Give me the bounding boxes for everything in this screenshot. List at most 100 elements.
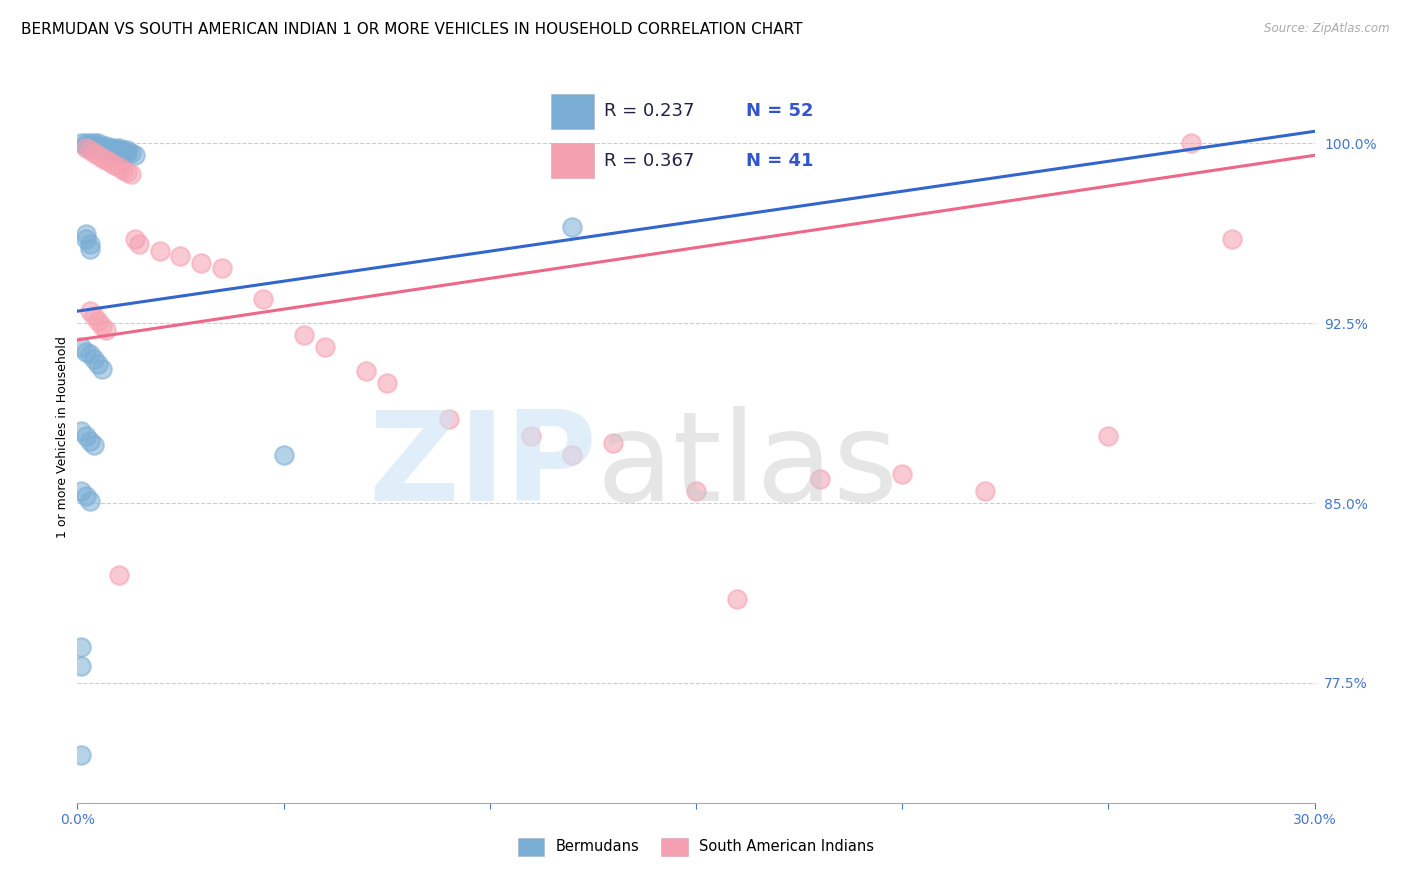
Point [87,314,110,328]
Point [115,144,138,158]
Point [128,237,150,252]
Point [91,138,114,153]
Point [91,141,114,155]
Point [124,232,146,246]
Point [70,340,93,354]
Point [107,141,129,155]
Point [87,138,110,153]
Point [75,345,97,359]
Point [75,138,97,153]
FancyBboxPatch shape [551,94,595,128]
Point [75,232,97,246]
Point [75,489,97,503]
Point [87,357,110,371]
Point [96,138,118,153]
Point [685,483,707,498]
Text: BERMUDAN VS SOUTH AMERICAN INDIAN 1 OR MORE VEHICLES IN HOUSEHOLD CORRELATION CH: BERMUDAN VS SOUTH AMERICAN INDIAN 1 OR M… [21,22,803,37]
Point [190,256,212,270]
Text: N = 52: N = 52 [747,103,814,120]
Point [79,242,101,256]
Point [79,136,101,151]
Point [79,237,101,252]
Point [107,145,129,160]
Point [314,340,336,354]
Point [120,168,142,182]
Point [70,747,93,762]
Point [79,144,101,158]
Point [70,659,93,673]
Point [354,364,377,378]
Point [79,434,101,448]
Point [437,412,460,426]
Point [107,144,129,158]
Point [273,448,295,462]
Point [561,448,583,462]
Point [808,472,831,486]
Point [211,260,233,275]
Point [79,138,101,153]
Text: ZIP: ZIP [368,406,598,527]
Point [75,227,97,242]
Point [79,304,101,318]
Point [98,155,121,169]
Point [87,148,110,162]
Point [91,151,114,165]
Point [602,436,624,450]
Point [83,138,105,153]
Point [96,144,118,158]
Text: N = 41: N = 41 [747,152,814,169]
Point [75,141,97,155]
Point [292,328,315,343]
Point [83,145,105,160]
Point [107,161,129,175]
Point [111,162,134,177]
Point [83,438,105,452]
Text: R = 0.367: R = 0.367 [605,152,695,169]
Point [115,145,138,160]
Point [91,318,114,333]
Point [111,144,134,158]
Point [96,141,118,155]
Point [96,153,118,167]
Point [124,148,146,162]
Point [70,424,93,438]
Point [70,136,93,151]
Point [375,376,398,391]
Point [120,145,142,160]
Point [561,220,583,235]
Point [70,640,93,654]
Point [252,292,274,306]
Point [70,483,93,498]
Point [79,141,101,155]
Point [1180,136,1202,151]
Point [107,568,129,582]
Point [149,244,172,259]
Point [91,361,114,376]
Point [520,429,543,443]
Text: atlas: atlas [598,406,898,527]
Point [83,352,105,367]
Point [83,309,105,323]
Point [103,158,125,172]
Point [98,141,121,155]
Text: R = 0.237: R = 0.237 [605,103,695,120]
Point [111,145,134,160]
Y-axis label: 1 or more Vehicles in Household: 1 or more Vehicles in Household [56,336,69,538]
Point [169,249,191,263]
Point [83,136,105,151]
Point [79,347,101,361]
Point [1220,232,1243,246]
Point [103,141,125,155]
Point [103,144,125,158]
Point [98,144,121,158]
Point [75,429,97,443]
Point [96,323,118,337]
Point [891,467,914,482]
FancyBboxPatch shape [551,144,595,178]
Point [75,136,97,151]
Point [973,483,995,498]
Point [79,493,101,508]
Point [115,165,138,179]
Point [725,591,748,606]
Text: Source: ZipAtlas.com: Source: ZipAtlas.com [1264,22,1389,36]
